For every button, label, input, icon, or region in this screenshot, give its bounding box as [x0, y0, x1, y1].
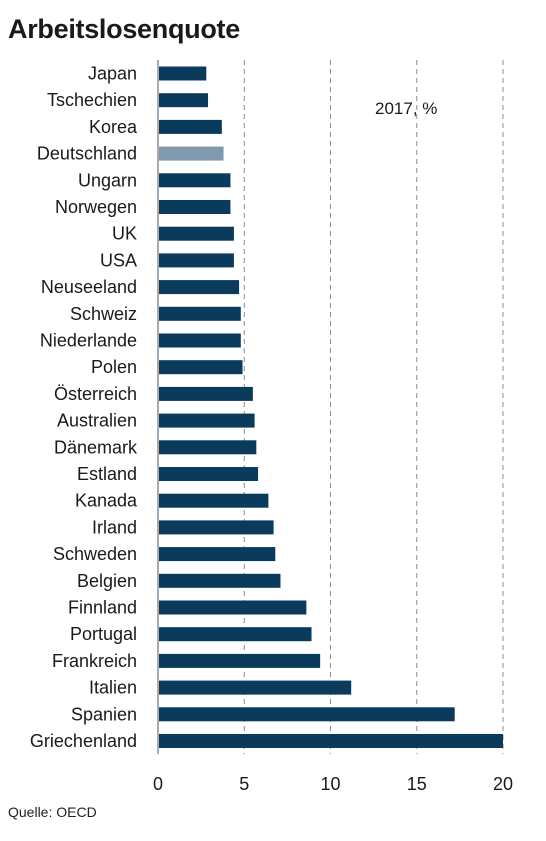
category-label: Kanada	[75, 491, 138, 511]
bar	[159, 680, 352, 695]
bar	[159, 226, 234, 241]
category-label: Portugal	[70, 624, 137, 644]
category-label: Norwegen	[55, 197, 137, 217]
category-label: Ungarn	[78, 170, 137, 190]
bar	[159, 627, 312, 642]
bar	[159, 653, 321, 668]
category-label: Belgien	[77, 571, 137, 591]
category-label: Polen	[91, 357, 137, 377]
bar	[159, 440, 257, 455]
bar	[159, 200, 231, 214]
chart-annotation: 2017, %	[375, 99, 437, 118]
source-note: Quelle: OECD	[8, 804, 97, 820]
category-label: Deutschland	[37, 144, 137, 164]
bar	[159, 413, 255, 428]
category-label-layer: Japan Tschechien Korea Deutschland Ungarn Nor…	[30, 64, 138, 752]
bar	[159, 360, 243, 375]
category-label: USA	[100, 250, 137, 270]
x-tick-label: 5	[239, 774, 249, 794]
category-label: Italien	[89, 678, 137, 698]
bar	[159, 146, 224, 161]
chart-title: Arbeitslosenquote	[8, 14, 240, 44]
x-tick-label: 20	[493, 774, 513, 794]
category-label: Japan	[88, 64, 137, 84]
bar	[159, 333, 241, 348]
x-tick-layer: 0 5 10 15 20	[153, 774, 513, 794]
x-tick-label: 0	[153, 774, 163, 794]
bar	[159, 734, 503, 748]
category-label: Dänemark	[54, 437, 138, 457]
grid-layer	[157, 60, 504, 754]
bar	[159, 493, 269, 508]
x-tick-label: 15	[407, 774, 427, 794]
category-label: Irland	[92, 517, 137, 537]
category-label: Tschechien	[47, 90, 137, 110]
category-label: Australien	[57, 411, 137, 431]
category-label: Estland	[77, 464, 137, 484]
bar	[159, 306, 241, 321]
category-label: Finnland	[68, 598, 137, 618]
x-tick-label: 10	[320, 774, 340, 794]
category-label: Niederlande	[40, 331, 137, 351]
category-label: Schweden	[53, 544, 137, 564]
category-label: Neuseeland	[41, 277, 137, 297]
category-label: Spanien	[71, 704, 137, 724]
bar	[159, 66, 207, 81]
bar	[159, 119, 222, 134]
bar	[159, 280, 240, 295]
bar-layer	[159, 66, 503, 748]
bar	[159, 707, 455, 722]
category-label: Schweiz	[70, 304, 137, 324]
category-label: Griechenland	[30, 731, 137, 751]
bar	[159, 173, 231, 188]
bar	[159, 386, 253, 401]
bar	[159, 467, 259, 481]
bar	[159, 600, 307, 615]
category-label: Korea	[89, 117, 138, 137]
bar	[159, 520, 274, 535]
bar	[159, 573, 281, 588]
bar	[159, 93, 209, 108]
bar	[159, 547, 276, 562]
bar	[159, 253, 234, 268]
category-label: Österreich	[54, 384, 137, 404]
category-label: UK	[112, 224, 137, 244]
category-label: Frankreich	[52, 651, 137, 671]
